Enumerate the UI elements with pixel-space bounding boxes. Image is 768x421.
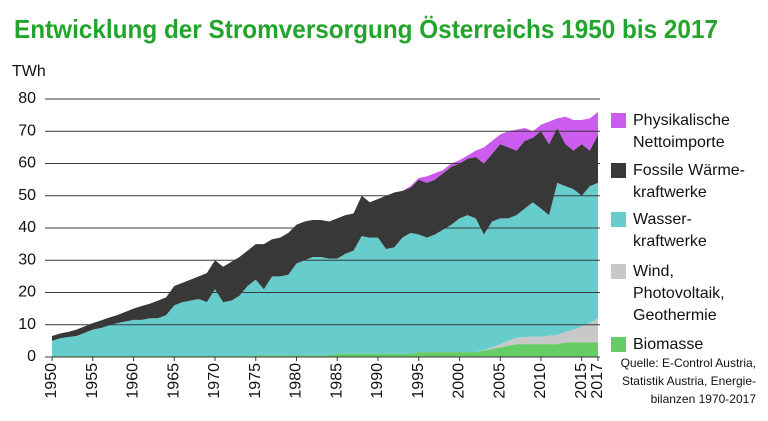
x-tick-label: 1950 [43, 363, 60, 399]
legend-label: Physikalische [633, 112, 730, 129]
source-line: Quelle: E-Control Austria, [621, 356, 756, 370]
legend-label: Wind, [633, 263, 674, 280]
legend-swatch [611, 113, 626, 128]
x-tick-label: 1955 [84, 363, 101, 399]
legend-label: Wasser- [633, 211, 692, 228]
x-tick-label: 1960 [125, 363, 142, 399]
x-tick-label: 2005 [491, 363, 508, 399]
legend: Physikalische Nettoimporte Fossile Wärme-k… [611, 112, 745, 353]
legend-label: Fossile Wärme- [633, 162, 745, 179]
source-line: bilanzen 1970-2017 [651, 392, 757, 406]
legend-swatch [611, 264, 626, 279]
y-axis-label: TWh [12, 63, 46, 80]
x-tick-label: 2000 [451, 363, 468, 399]
legend-label: kraftwerke [633, 184, 707, 201]
grid [45, 98, 600, 358]
legend-label: Nettoimporte [633, 134, 725, 151]
y-tick-label: 50 [18, 187, 36, 204]
y-tick-label: 20 [18, 284, 36, 301]
legend-label: Geothermie [633, 307, 717, 324]
legend-label: kraftwerke [633, 233, 707, 250]
area [52, 111, 598, 337]
x-tick-label: 2017 [589, 363, 606, 399]
axes: 0 10 20 30 40 50 60 70 80 1950 1955 1960 1965 1970 197… [18, 90, 606, 398]
legend-label: Photovoltaik, [633, 285, 725, 302]
x-tick-label: 1990 [369, 363, 386, 399]
y-tick-label: 60 [18, 155, 36, 172]
area [52, 182, 598, 357]
y-tick-label: 70 [18, 122, 36, 139]
x-tick-label: 1965 [165, 363, 182, 399]
x-tick-label: 1970 [206, 363, 223, 399]
plot-area [52, 111, 598, 357]
source-line: Statistik Austria, Energie- [622, 374, 756, 388]
y-tick-label: 0 [27, 348, 36, 365]
x-tick-label: 1975 [247, 363, 264, 399]
legend-swatch [611, 163, 626, 178]
y-tick-label: 40 [18, 219, 36, 236]
chart-title: Entwicklung der Stromversorgung Österrei… [14, 14, 718, 44]
area [52, 342, 598, 357]
legend-swatch [611, 337, 626, 352]
area [52, 128, 598, 341]
y-tick-label: 30 [18, 251, 36, 268]
legend-label: Biomasse [633, 336, 703, 353]
source-note: Quelle: E-Control Austria, Statistik Aust… [621, 356, 757, 406]
x-tick-label: 1995 [410, 363, 427, 399]
x-tick-label: 2015 [573, 363, 590, 399]
x-tick-label: 2010 [532, 363, 549, 399]
y-tick-label: 80 [18, 90, 36, 107]
legend-swatch [611, 212, 626, 227]
x-tick-label: 1980 [288, 363, 305, 399]
y-tick-label: 10 [18, 316, 36, 333]
x-tick-label: 1985 [328, 363, 345, 399]
